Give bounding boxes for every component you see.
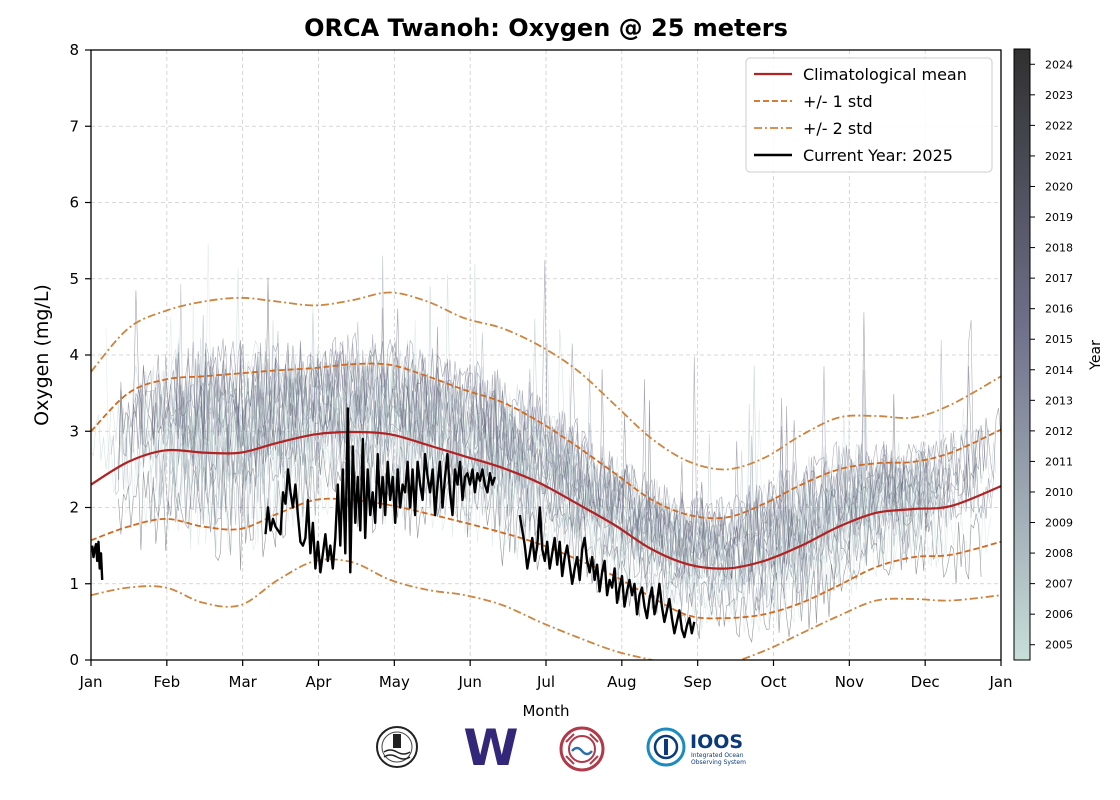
x-axis-ticks: Jan Feb Mar Apr May Jun Jul Aug Sep Oct Nov Dec Jan [78, 660, 1013, 691]
x-tick-label: Dec [911, 673, 940, 691]
historical-years-lines [91, 242, 1001, 644]
ioos-logo: IOOS Integrated Ocean Observing System [646, 727, 746, 767]
series-line-climatological-mean [91, 430, 1001, 570]
orca-seal-logo [376, 726, 418, 768]
y-axis-ticks: 0 1 2 3 4 5 6 7 8 [69, 41, 91, 669]
series-line-1-std [91, 362, 1001, 520]
y-tick-label: 5 [69, 270, 79, 288]
colorbar-tick-label: 2013 [1045, 394, 1073, 407]
x-axis-label: Month [522, 702, 569, 720]
colorbar-tick-label: 2015 [1045, 333, 1073, 346]
legend-label: +/- 1 std [803, 92, 873, 111]
legend-label: Climatological mean [803, 65, 967, 84]
logos-row: W IOOS Integrated Ocean Observing System [376, 719, 746, 777]
colorbar-tick-label: 2019 [1045, 211, 1073, 224]
colorbar-tick-label: 2020 [1045, 180, 1073, 193]
colorbar-tick-label: 2014 [1045, 364, 1073, 377]
ioos-logo-text: IOOS [690, 731, 743, 753]
historical-year-line [182, 413, 922, 620]
colorbar-tick-label: 2006 [1045, 608, 1073, 621]
chart-title: ORCA Twanoh: Oxygen @ 25 meters [304, 14, 788, 42]
colorbar-tick-label: 2023 [1045, 89, 1073, 102]
legend-label: Current Year: 2025 [803, 146, 953, 165]
ioos-logo-subtext-1: Integrated Ocean [691, 752, 744, 759]
y-tick-label: 7 [69, 117, 79, 135]
x-tick-label: May [379, 673, 410, 691]
colorbar-tick-label: 2011 [1045, 455, 1073, 468]
series-lines [91, 291, 1001, 660]
colorbar-tick-label: 2008 [1045, 547, 1073, 560]
colorbar-label: Year [1088, 340, 1104, 371]
uw-logo-text: W [463, 719, 518, 777]
legend: Climatological mean +/- 1 std +/- 2 std Cur… [745, 57, 993, 173]
colorbar-tick-label: 2024 [1045, 58, 1073, 71]
x-tick-label: Jan [78, 673, 102, 691]
historical-year-line [163, 334, 947, 560]
y-axis-label: Oxygen (mg/L) [31, 284, 53, 426]
legend-box [745, 57, 993, 173]
y-tick-label: 1 [69, 575, 79, 593]
x-tick-label: Nov [835, 673, 864, 691]
series-line-2-std [91, 558, 1001, 660]
y-tick-label: 6 [69, 194, 79, 212]
colorbar-tick-label: 2010 [1045, 486, 1073, 499]
colorbar-tick-label: 2018 [1045, 242, 1073, 255]
x-tick-label: Sep [684, 673, 712, 691]
colorbar-tick-label: 2022 [1045, 119, 1073, 132]
colorbar: 2005 2006 2007 2008 2009 2010 2011 2012 2013 2014… [1013, 48, 1104, 661]
uw-logo: W [463, 719, 518, 777]
x-tick-label: Mar [229, 673, 258, 691]
current-year-line-segment [264, 407, 497, 574]
x-tick-label: Jun [457, 673, 481, 691]
historical-year-line [118, 301, 934, 611]
x-tick-label: Apr [306, 673, 333, 691]
series-line-2-std [91, 291, 1001, 471]
nanoos-logo [559, 726, 605, 772]
series-line-1-std [91, 497, 1001, 620]
y-tick-label: 8 [69, 41, 79, 59]
historical-year-line [170, 268, 934, 579]
colorbar-gradient [1013, 48, 1031, 661]
x-tick-label: Oct [761, 673, 787, 691]
x-tick-label: Aug [607, 673, 636, 691]
colorbar-tick-label: 2012 [1045, 425, 1073, 438]
y-tick-label: 2 [69, 499, 79, 517]
historical-year-line [118, 355, 922, 580]
y-tick-label: 3 [69, 422, 79, 440]
y-tick-label: 0 [69, 651, 79, 669]
colorbar-tick-label: 2005 [1045, 639, 1073, 652]
legend-label: +/- 2 std [803, 119, 873, 138]
colorbar-tick-label: 2009 [1045, 517, 1073, 530]
ioos-logo-subtext-2: Observing System [691, 759, 746, 766]
colorbar-ticks: 2005 2006 2007 2008 2009 2010 2011 2012 2013 2014… [1030, 58, 1073, 652]
historical-year-line [110, 330, 994, 587]
colorbar-tick-label: 2016 [1045, 303, 1073, 316]
colorbar-tick-label: 2017 [1045, 272, 1073, 285]
colorbar-tick-label: 2007 [1045, 578, 1073, 591]
y-tick-label: 4 [69, 346, 79, 364]
current-year-line-segment [91, 540, 104, 580]
x-tick-label: Feb [154, 673, 181, 691]
colorbar-tick-label: 2021 [1045, 150, 1073, 163]
x-tick-label: Jul [536, 673, 555, 691]
x-tick-label: Jan [988, 673, 1012, 691]
current-year-line-segment [518, 506, 696, 639]
historical-year-line [175, 339, 969, 558]
